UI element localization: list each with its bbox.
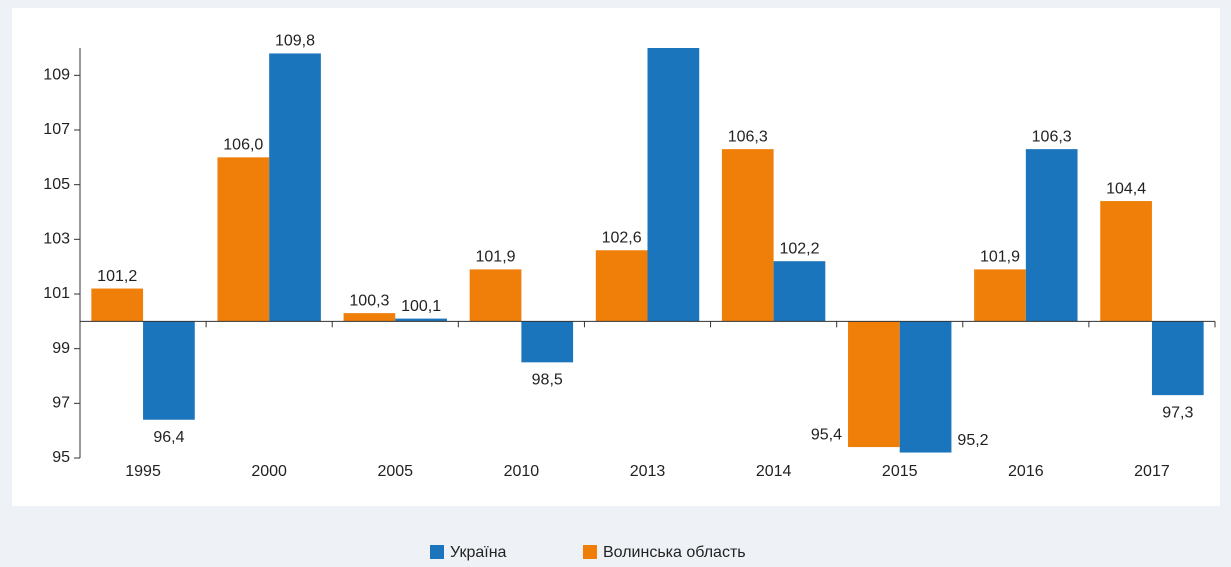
data-label: 97,3 [1162, 404, 1193, 421]
data-label: 101,9 [980, 249, 1020, 266]
x-tick-label: 2013 [630, 463, 666, 480]
bar [469, 269, 522, 322]
y-tick-label: 95 [52, 449, 70, 466]
data-label: 101,2 [97, 268, 137, 285]
y-tick-label: 99 [52, 340, 70, 357]
bar [395, 318, 447, 322]
x-tick-label: 2005 [377, 463, 413, 480]
data-label: 96,4 [153, 429, 184, 446]
x-tick-label: 2015 [882, 463, 918, 480]
bar [899, 321, 952, 453]
data-label: 106,0 [223, 137, 263, 154]
data-label: 100,3 [349, 292, 389, 309]
bar [974, 269, 1026, 322]
bar [595, 250, 648, 322]
data-label: 104,4 [1106, 180, 1146, 197]
data-label: 95,2 [957, 432, 988, 449]
bar [1151, 321, 1204, 396]
data-label: 106,3 [728, 128, 768, 145]
x-tick-label: 2016 [1008, 463, 1044, 480]
x-tick-label: 2010 [504, 463, 540, 480]
bar [773, 261, 826, 322]
data-label: 109,8 [275, 33, 315, 50]
bar [1025, 149, 1078, 322]
bar [269, 53, 321, 322]
data-label: 106,3 [1032, 128, 1072, 145]
x-tick-label: 2014 [756, 463, 792, 480]
data-label: 100,1 [401, 298, 441, 315]
bar [143, 321, 195, 420]
legend-label: Україна [450, 544, 507, 561]
x-tick-label: 2017 [1134, 463, 1170, 480]
bar [848, 321, 900, 448]
bar [1100, 201, 1152, 322]
legend-swatch [583, 545, 597, 559]
data-label: 102,6 [602, 229, 642, 246]
data-label: 102,2 [779, 240, 819, 257]
x-tick-label: 2000 [251, 463, 287, 480]
legend-swatch [430, 545, 444, 559]
data-label: 95,4 [811, 426, 842, 443]
bar [343, 313, 396, 322]
y-tick-label: 101 [43, 285, 70, 302]
data-label: 101,9 [476, 249, 516, 266]
bar [91, 288, 144, 322]
bar [721, 149, 774, 322]
y-tick-label: 107 [43, 121, 70, 138]
bar [521, 321, 574, 363]
x-tick-label: 1995 [125, 463, 161, 480]
bar [217, 157, 270, 322]
data-label: 98,5 [532, 372, 563, 389]
legend-label: Волинська область [603, 544, 746, 561]
y-tick-label: 109 [43, 67, 70, 84]
bar [647, 48, 700, 322]
y-tick-label: 103 [43, 231, 70, 248]
y-tick-label: 105 [43, 176, 70, 193]
y-tick-label: 97 [52, 395, 70, 412]
